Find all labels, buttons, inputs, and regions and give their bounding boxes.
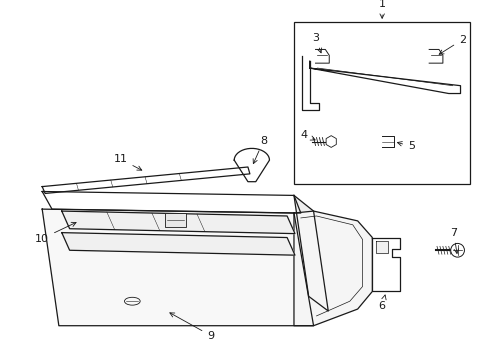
Polygon shape (375, 242, 387, 253)
Text: 1: 1 (378, 0, 385, 18)
Polygon shape (371, 238, 399, 292)
Bar (164, 213, 186, 227)
Text: 11: 11 (113, 154, 142, 170)
Polygon shape (42, 209, 313, 326)
Text: 6: 6 (378, 295, 386, 311)
Text: 5: 5 (397, 141, 414, 152)
Ellipse shape (124, 297, 140, 305)
Text: 3: 3 (311, 33, 321, 53)
Polygon shape (61, 211, 294, 234)
Text: 2: 2 (438, 35, 465, 54)
Text: 7: 7 (449, 228, 458, 253)
Text: 8: 8 (253, 136, 266, 163)
Polygon shape (293, 211, 371, 326)
Polygon shape (61, 233, 294, 255)
Bar (293, 22, 469, 184)
Circle shape (450, 243, 464, 257)
Text: 9: 9 (169, 313, 214, 341)
Polygon shape (293, 195, 327, 311)
Text: 10: 10 (35, 222, 76, 243)
Text: 4: 4 (300, 130, 314, 140)
